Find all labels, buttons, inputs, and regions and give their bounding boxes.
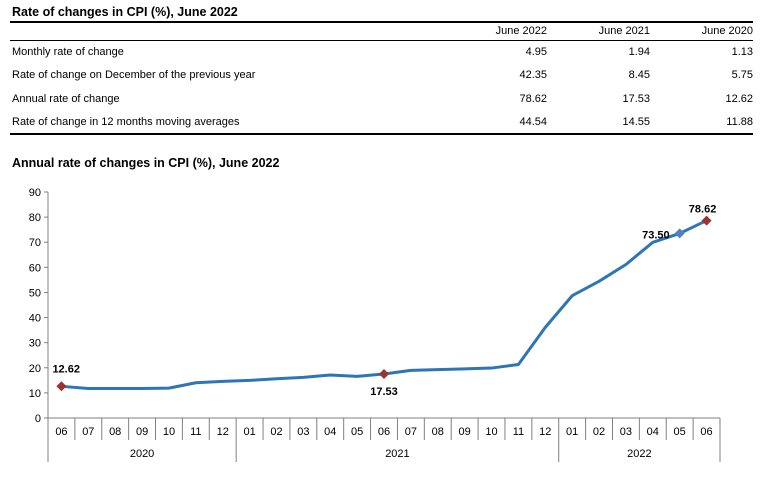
chart-title: Annual rate of changes in CPI (%), June … — [12, 156, 280, 170]
table-row: Monthly rate of change 4.95 1.94 1.13 — [10, 40, 753, 64]
header-june-2022: June 2022 — [450, 23, 547, 41]
data-point-label: 73.50 — [642, 229, 670, 241]
x-axis-month-label: 12 — [217, 426, 229, 438]
y-axis-label: 40 — [29, 313, 41, 325]
x-axis-month-label: 09 — [136, 426, 148, 438]
x-axis-month-label: 01 — [243, 426, 255, 438]
y-axis-label: 50 — [29, 287, 41, 299]
x-axis-month-label: 03 — [620, 426, 632, 438]
header-june-2021: June 2021 — [547, 23, 650, 41]
cell-value: 44.54 — [519, 115, 547, 128]
data-point-marker — [674, 228, 685, 239]
x-axis-month-label: 04 — [324, 426, 336, 438]
x-axis-year-label: 2020 — [130, 448, 154, 460]
x-axis-month-label: 01 — [566, 426, 578, 438]
cell-value: 8.45 — [628, 69, 650, 82]
x-axis-year-label: 2021 — [385, 448, 409, 460]
y-axis-label: 0 — [35, 413, 41, 425]
x-axis-month-label: 08 — [432, 426, 444, 438]
cpi-series-line — [59, 219, 709, 390]
cell-value: 4.95 — [525, 46, 547, 58]
y-axis-label: 30 — [29, 338, 41, 350]
table-header-row: June 2022 June 2021 June 2020 — [10, 23, 753, 41]
table-title: Rate of changes in CPI (%), June 2022 — [12, 5, 238, 19]
cell-value: 11.88 — [726, 115, 753, 128]
data-point-label: 17.53 — [370, 386, 398, 398]
header-empty — [10, 23, 450, 41]
cell-value: 78.62 — [519, 92, 547, 105]
x-axis-month-label: 02 — [593, 426, 605, 438]
x-axis-month-label: 11 — [190, 426, 201, 438]
x-axis-month-label: 10 — [163, 426, 175, 438]
row-label: Monthly rate of change — [12, 46, 124, 58]
x-axis-month-label: 07 — [405, 426, 417, 438]
x-axis-month-label: 11 — [513, 426, 524, 438]
cell-value: 12.62 — [725, 92, 753, 105]
x-axis-month-label: 07 — [82, 426, 94, 438]
x-axis-month-label: 05 — [351, 426, 363, 438]
x-axis-month-label: 04 — [647, 426, 659, 438]
y-axis-label: 10 — [29, 388, 41, 400]
data-point-label: 12.62 — [52, 363, 80, 375]
table-row: Rate of change on December of the previo… — [10, 64, 753, 88]
x-axis-year-label: 2022 — [627, 448, 651, 460]
x-axis-month-label: 06 — [55, 426, 67, 438]
x-axis-month-label: 10 — [485, 426, 497, 438]
cell-value: 14.55 — [622, 115, 650, 128]
x-axis-month-label: 03 — [297, 426, 309, 438]
x-axis-month-label: 12 — [539, 426, 551, 438]
y-axis-label: 80 — [29, 212, 41, 224]
data-point-marker — [379, 368, 389, 379]
data-point-marker — [701, 215, 712, 226]
x-axis-month-label: 06 — [700, 426, 712, 438]
cell-value: 17.53 — [622, 92, 650, 105]
x-axis-month-label: 05 — [674, 426, 686, 438]
data-point-marker — [56, 381, 67, 392]
x-axis-month-label: 08 — [109, 426, 121, 438]
table-row: Rate of change in 12 months moving avera… — [10, 111, 753, 135]
data-point-label: 78.62 — [689, 204, 717, 216]
header-june-2020: June 2020 — [650, 23, 753, 41]
cell-value: 1.94 — [628, 46, 650, 58]
cell-value: 1.13 — [731, 46, 753, 58]
cpi-rates-table: June 2022 June 2021 June 2020 Monthly ra… — [10, 23, 753, 135]
row-label: Rate of change on December of the previo… — [12, 69, 256, 82]
y-axis-label: 70 — [29, 237, 41, 249]
title-rule — [10, 21, 753, 23]
cell-value: 5.75 — [731, 69, 753, 82]
y-axis-label: 60 — [29, 262, 41, 274]
x-axis-month-label: 02 — [270, 426, 282, 438]
table-row: Annual rate of change 78.62 17.53 12.62 — [10, 87, 753, 111]
x-axis-month-label: 06 — [378, 426, 390, 438]
row-label: Rate of change in 12 months moving avera… — [12, 115, 240, 128]
y-axis-label: 90 — [29, 187, 41, 199]
row-label: Annual rate of change — [12, 92, 120, 105]
y-axis-label: 20 — [29, 363, 41, 375]
cell-value: 42.35 — [519, 69, 547, 82]
x-axis-month-label: 09 — [459, 426, 471, 438]
